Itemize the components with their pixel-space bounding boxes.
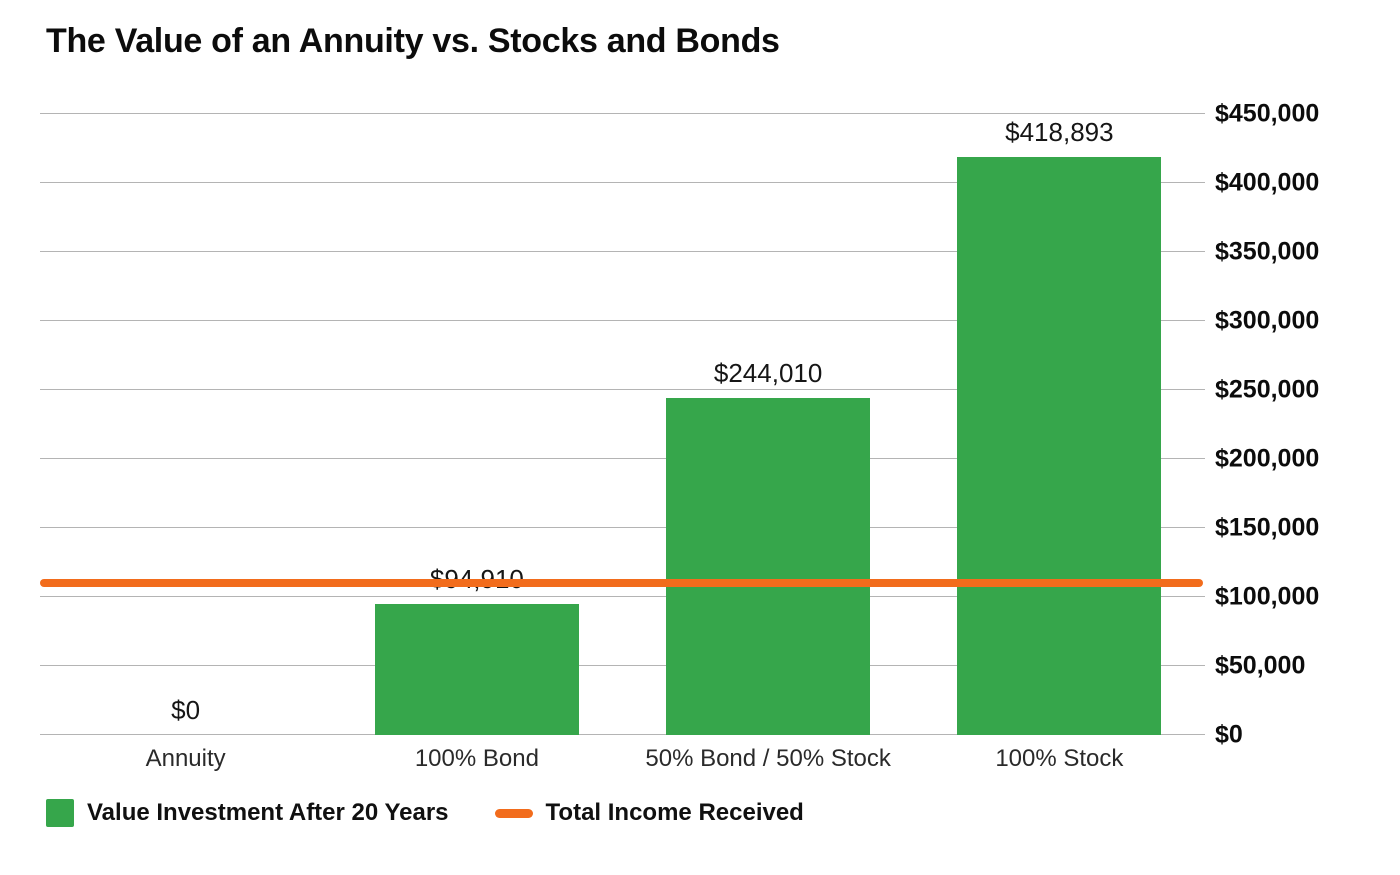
y-axis-tick-label: $150,000 [1215,513,1320,542]
gridline [40,665,1205,667]
gridline [40,113,1205,114]
legend-item-bar-series: Value Investment After 20 Years [46,799,449,827]
bar-column: $94,910 [331,114,622,735]
y-axis-tick-label: $400,000 [1215,168,1320,197]
orange-dash-swatch-icon [494,808,533,818]
bar-series: $0 $94,910 $244,010 $418,893 [40,114,1205,735]
x-axis-category-label: 100% Bond [414,745,539,772]
green-square-swatch-icon [46,799,74,827]
y-axis-tick-label: $450,000 [1215,99,1320,128]
x-axis-category-label: 50% Bond / 50% Stock [645,745,891,772]
gridline [40,182,1205,184]
bar-value-label: $244,010 [713,358,823,389]
y-axis-tick-label: $50,000 [1215,651,1306,680]
bar-value-label: $94,910 [430,566,524,592]
x-axis-category-label: Annuity [145,745,226,772]
y-axis-tick-label: $200,000 [1215,444,1320,473]
total-income-line [40,579,1203,588]
x-axis-category-label: 100% Stock [995,745,1124,772]
gridline [40,458,1205,460]
bar [666,398,871,735]
gridline [40,527,1205,528]
y-axis-tick-label: $100,000 [1215,582,1320,611]
gridline [40,251,1205,252]
y-axis-tick-label: $250,000 [1215,375,1320,404]
gridline [40,596,1205,598]
bar [957,156,1162,735]
legend: Value Investment After 20 Years Total In… [46,799,804,827]
chart-title: The Value of an Annuity vs. Stocks and B… [46,22,780,60]
gridline [40,734,1205,735]
gridline [40,389,1205,390]
legend-line-series-label: Total Income Received [545,799,804,826]
bar [374,604,579,735]
y-axis-tick-label: $300,000 [1215,306,1320,335]
bar-column: $0 [40,114,331,735]
y-axis-tick-label: $350,000 [1215,237,1320,266]
bar-column: $418,893 [914,114,1205,735]
legend-item-line-series: Total Income Received [494,799,804,827]
bar-value-label: $0 [171,695,201,725]
bar-value-label: $418,893 [1005,116,1114,147]
y-axis-labels: $0 $50,000 $100,000 $150,000 $200,000 $250,00… [1215,101,1385,747]
legend-bar-series-label: Value Investment After 20 Years [87,799,449,826]
bar-column: $244,010 [623,114,914,735]
y-axis-tick-label: $0 [1215,720,1243,749]
plot-area: $0 $94,910 $244,010 $418,893 [40,113,1205,735]
gridline [40,320,1205,321]
x-axis-labels: Annuity 100% Bond 50% Bond / 50% Stock 100%… [40,745,1205,772]
